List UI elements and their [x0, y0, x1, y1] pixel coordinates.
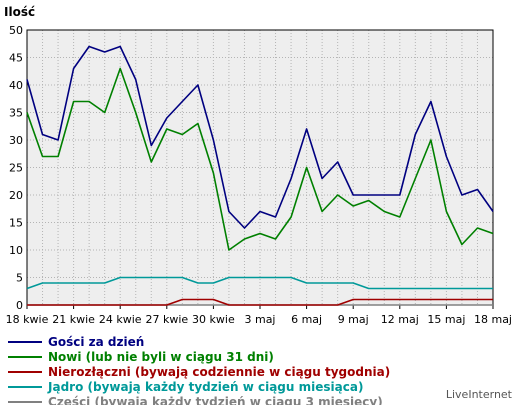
y-tick-label: 40	[9, 79, 23, 92]
y-tick-label: 30	[9, 134, 23, 147]
x-tick-label: 15 maj	[427, 313, 465, 326]
x-tick-label: 21 kwie	[52, 313, 95, 326]
y-tick-label: 15	[9, 217, 23, 230]
watermark-text: LiveInternet	[446, 388, 513, 401]
y-axis-label: Ilość	[4, 5, 35, 19]
legend-label-5: Części (bywają każdy tydzień w ciągu 3 m…	[48, 395, 383, 405]
series-line-4	[26, 276, 493, 290]
x-tick-label: 6 maj	[291, 313, 322, 326]
series-line-2	[26, 67, 494, 251]
x-tick-label: 27 kwie	[145, 313, 188, 326]
x-tick-label: 24 kwie	[99, 313, 142, 326]
x-tick-label: 3 maj	[244, 313, 275, 326]
x-tick-label: 30 kwie	[192, 313, 235, 326]
y-tick-label: 0	[16, 299, 23, 312]
y-tick-label: 45	[9, 52, 23, 65]
x-tick-label: 18 kwie	[6, 313, 49, 326]
series-line-1	[26, 45, 494, 229]
y-tick-label: 50	[9, 24, 23, 37]
y-tick-label: 5	[16, 272, 23, 285]
y-tick-label: 35	[9, 107, 23, 120]
x-tick-label: 12 maj	[381, 313, 419, 326]
y-tick-label: 20	[9, 189, 23, 202]
legend-label-1: Gości za dzień	[48, 335, 144, 349]
x-tick-label: 18 maj	[474, 313, 512, 326]
x-tick-label: 9 maj	[338, 313, 369, 326]
series-line-3	[27, 298, 493, 306]
legend-label-3: Nierozłączni (bywają codziennie w ciągu …	[48, 365, 390, 379]
grid-lines	[27, 29, 493, 305]
y-tick-label: 25	[9, 162, 23, 175]
legend-label-2: Nowi (lub nie byli w ciągu 31 dni)	[48, 350, 274, 364]
y-tick-label: 10	[9, 244, 23, 257]
legend-label-4: Jądro (bywają każdy tydzień w ciągu mies…	[47, 380, 363, 394]
